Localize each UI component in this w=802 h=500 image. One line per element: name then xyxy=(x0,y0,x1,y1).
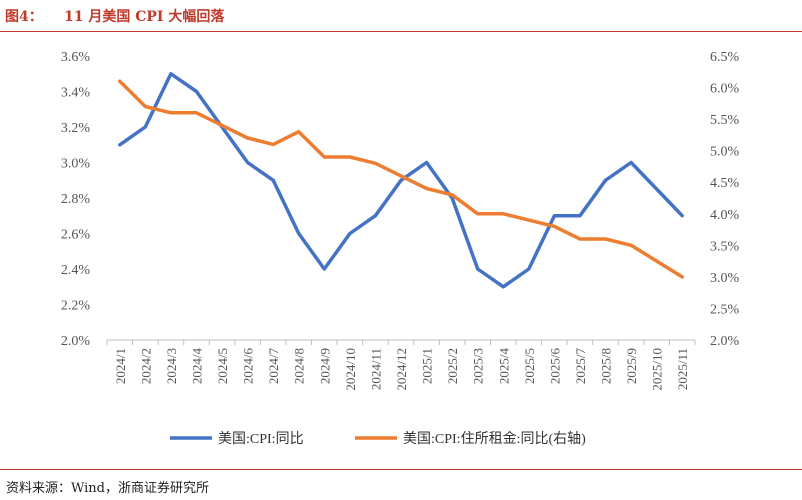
right-axis-ticks: 2.0% 2.5% 3.0% 3.5% 4.0% 4.5% 5.0% 5.5% 6.0% 6.5% xyxy=(710,50,740,349)
x-tick-label: 2025/2 xyxy=(445,348,460,384)
right-tick-label: 3.5% xyxy=(710,239,740,254)
x-tick-label: 2024/7 xyxy=(266,348,281,385)
legend-label-2: 美国:CPI:住所租金:同比(右轴) xyxy=(403,431,586,447)
x-tick-label: 2024/6 xyxy=(241,348,256,385)
right-tick-label: 6.5% xyxy=(710,50,740,65)
x-tick-label: 2024/5 xyxy=(215,348,230,384)
left-tick-label: 2.8% xyxy=(61,192,91,207)
right-tick-label: 2.5% xyxy=(710,302,740,317)
right-tick-label: 4.5% xyxy=(710,176,740,191)
right-tick-label: 3.0% xyxy=(710,271,740,286)
footer-divider xyxy=(0,469,802,470)
x-tick-label: 2025/6 xyxy=(547,348,562,385)
left-axis-ticks: 2.0% 2.2% 2.4% 2.6% 2.8% 3.0% 3.2% 3.4% 3.6% xyxy=(61,50,91,349)
x-tick-label: 2025/3 xyxy=(471,348,486,384)
left-tick-label: 3.6% xyxy=(61,50,91,65)
title-divider xyxy=(0,31,802,32)
right-tick-label: 6.0% xyxy=(710,82,740,97)
x-tick-label: 2025/9 xyxy=(624,348,639,384)
series-line-2 xyxy=(118,79,684,279)
x-tick-label: 2025/5 xyxy=(522,348,537,384)
right-tick-label: 5.0% xyxy=(710,145,740,160)
right-tick-label: 5.5% xyxy=(710,113,740,128)
right-tick-label: 4.0% xyxy=(710,208,740,223)
x-tick-label: 2025/1 xyxy=(420,348,435,384)
figure-title: 11 月美国 CPI 大幅回落 xyxy=(64,9,225,25)
left-tick-label: 2.6% xyxy=(61,228,91,243)
x-tick-label: 2025/8 xyxy=(599,348,614,384)
legend-label-1: 美国:CPI:同比 xyxy=(218,431,304,447)
line-chart: 2.0% 2.2% 2.4% 2.6% 2.8% 3.0% 3.2% 3.4% 3.6% 2.0… xyxy=(61,50,740,447)
x-tick-label: 2025/4 xyxy=(496,348,511,385)
left-tick-label: 2.2% xyxy=(61,299,91,314)
x-tick-label: 2024/12 xyxy=(394,348,409,391)
left-tick-label: 3.2% xyxy=(61,121,91,136)
series-lines xyxy=(118,72,684,289)
right-tick-label: 2.0% xyxy=(710,334,740,349)
figure-title-row: 图4： 11 月美国 CPI 大幅回落 xyxy=(0,0,802,32)
x-tick-label: 2025/10 xyxy=(650,348,665,391)
figure-label: 图4： xyxy=(5,9,43,25)
chart-legend: 美国:CPI:同比 美国:CPI:住所租金:同比(右轴) xyxy=(170,431,586,447)
left-tick-label: 3.0% xyxy=(61,157,91,172)
x-tick-label: 2024/3 xyxy=(164,348,179,384)
series-line-1 xyxy=(118,72,684,289)
x-tick-label: 2024/4 xyxy=(189,348,204,385)
x-tick-label: 2024/1 xyxy=(113,348,128,384)
chart-axes xyxy=(106,339,696,345)
left-tick-label: 3.4% xyxy=(61,86,91,101)
left-tick-label: 2.0% xyxy=(61,334,91,349)
x-tick-label: 2025/11 xyxy=(675,348,690,390)
x-tick-label: 2024/9 xyxy=(317,348,332,384)
x-tick-label: 2024/2 xyxy=(138,348,153,384)
x-tick-label: 2024/10 xyxy=(343,348,358,391)
x-axis-ticks: 2024/1 2024/2 2024/3 2024/4 2024/5 2024/6 2024… xyxy=(113,348,690,391)
source-note: 资料来源：Wind，浙商证券研究所 xyxy=(6,481,209,496)
x-tick-label: 2024/11 xyxy=(368,348,383,390)
x-tick-label: 2024/8 xyxy=(292,348,307,384)
left-tick-label: 2.4% xyxy=(61,263,91,278)
x-tick-label: 2025/7 xyxy=(573,348,588,385)
